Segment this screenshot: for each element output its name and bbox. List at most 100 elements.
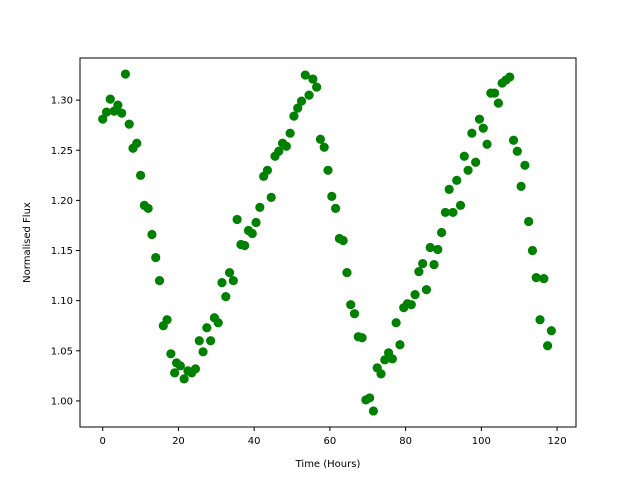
data-point-38 [240,240,250,251]
data-point-53 [296,96,307,106]
x-tick-label: 100 [472,436,491,447]
y-tick-label: 1.30 [51,96,73,107]
data-point-87 [425,242,435,253]
data-point-2 [105,94,115,104]
data-point-57 [312,82,322,92]
data-point-60 [323,165,333,175]
data-point-6 [120,69,131,79]
data-point-118 [543,341,553,351]
data-point-61 [327,191,337,201]
data-point-97 [463,165,473,175]
data-point-78 [391,318,401,328]
data-point-36 [232,214,242,225]
x-tick-label: 60 [324,436,337,447]
data-point-74 [376,369,386,379]
data-point-55 [304,90,314,100]
data-point-109 [508,135,519,145]
data-point-25 [190,364,201,374]
data-point-90 [436,227,447,238]
data-point-66 [346,300,356,310]
data-point-72 [368,406,379,416]
data-point-71 [365,393,375,403]
data-point-64 [338,235,348,246]
data-point-7 [124,119,134,129]
data-point-105 [493,98,503,108]
data-point-108 [505,72,515,82]
data-point-22 [179,374,189,384]
x-tick-label: 40 [248,436,261,447]
data-point-32 [217,278,227,288]
data-point-28 [202,323,212,333]
data-point-27 [198,347,208,357]
data-point-19 [170,368,180,378]
data-point-82 [406,300,416,310]
data-point-5 [117,108,127,118]
y-tick-label: 1.25 [51,146,73,157]
data-point-69 [357,333,367,343]
y-tick-label: 1.15 [51,246,73,257]
data-point-21 [175,361,185,371]
data-point-62 [330,203,341,214]
data-point-9 [132,138,142,148]
data-point-31 [213,318,223,328]
data-point-79 [395,340,405,350]
data-point-4 [113,100,123,110]
data-point-18 [166,349,176,359]
y-tick-label: 1.10 [51,296,73,307]
data-point-0 [98,114,108,124]
data-point-102 [482,139,492,149]
data-point-95 [455,200,466,210]
y-tick-label: 1.05 [51,346,73,357]
x-axis-ticks: 0 20 40 60 80 100 120 [100,427,567,447]
data-point-116 [535,315,545,325]
data-point-65 [342,267,352,278]
data-point-14 [151,252,161,263]
y-tick-label: 1.20 [51,196,73,207]
data-point-75 [380,355,390,365]
data-point-29 [206,336,216,346]
data-point-84 [414,266,424,277]
data-point-40 [247,228,257,239]
data-point-89 [433,244,443,255]
data-point-15 [154,276,165,286]
data-point-34 [224,267,235,278]
data-point-115 [531,273,541,283]
data-point-92 [444,184,454,194]
data-point-50 [285,128,295,138]
data-point-12 [143,203,153,214]
data-point-54 [300,70,310,80]
data-point-51 [289,111,299,121]
data-point-44 [262,165,273,175]
data-point-96 [459,151,469,161]
x-tick-label: 80 [399,436,412,447]
data-point-101 [478,123,488,133]
data-point-52 [293,103,303,113]
data-point-91 [440,207,450,218]
data-point-113 [524,216,534,227]
data-point-13 [147,229,157,240]
data-point-35 [228,276,238,286]
y-axis-title: Normalised Flux [22,202,33,283]
data-point-86 [421,285,432,295]
x-axis-title: Time (Hours) [295,459,361,470]
x-tick-label: 120 [548,436,567,447]
data-point-17 [162,315,172,325]
data-points [98,69,556,416]
data-point-98 [467,128,477,138]
data-point-67 [349,309,360,319]
data-point-47 [274,146,284,156]
x-tick-label: 20 [172,436,185,447]
data-point-41 [251,217,261,228]
data-point-99 [471,157,481,167]
data-point-42 [255,202,265,212]
data-point-94 [452,175,462,185]
data-point-100 [474,114,485,124]
data-point-83 [410,290,420,300]
y-axis-ticks: 1.00 1.05 1.10 1.15 1.20 1.25 1.30 [51,96,80,407]
data-point-114 [527,245,538,256]
axes-frame [79,57,577,428]
data-point-58 [315,134,326,144]
data-point-112 [520,160,530,170]
